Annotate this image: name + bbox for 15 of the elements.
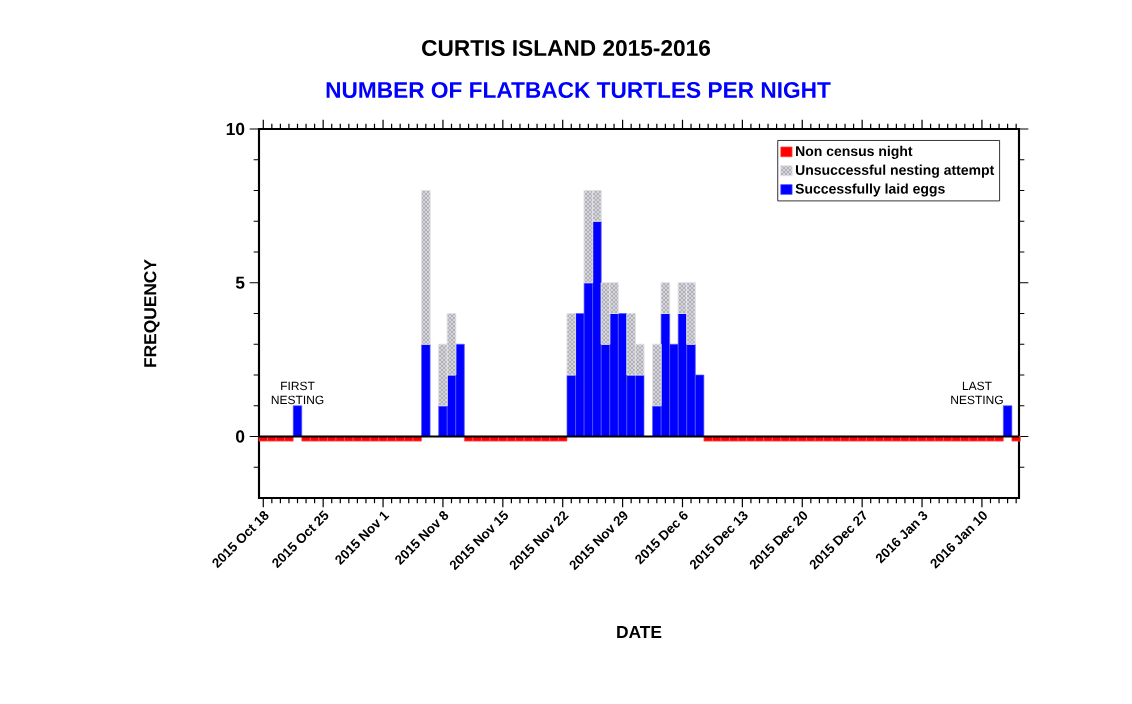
bar (1002, 405, 1013, 437)
annotation: LAST NESTING (951, 381, 1003, 405)
y-tick-label: 10 (226, 122, 245, 136)
legend-label: Non census night (796, 145, 913, 159)
chart-title: CURTIS ISLAND 2015-2016 (422, 39, 711, 57)
y-tick-label: 5 (235, 276, 245, 289)
bar (421, 343, 431, 437)
bar (292, 405, 303, 437)
x-axis-title: DATE (617, 625, 662, 638)
y-axis-title: FREQUENCY (144, 259, 160, 367)
legend-label: Unsuccessful nesting attempt (795, 164, 995, 178)
legend-label: Successfully laid eggs (795, 183, 945, 197)
chart-subtitle: NUMBER OF FLATBACK TURTLES PER NIGHT (326, 81, 831, 99)
annotation: FIRST NESTING (271, 381, 324, 405)
y-tick-label: 0 (236, 430, 245, 443)
